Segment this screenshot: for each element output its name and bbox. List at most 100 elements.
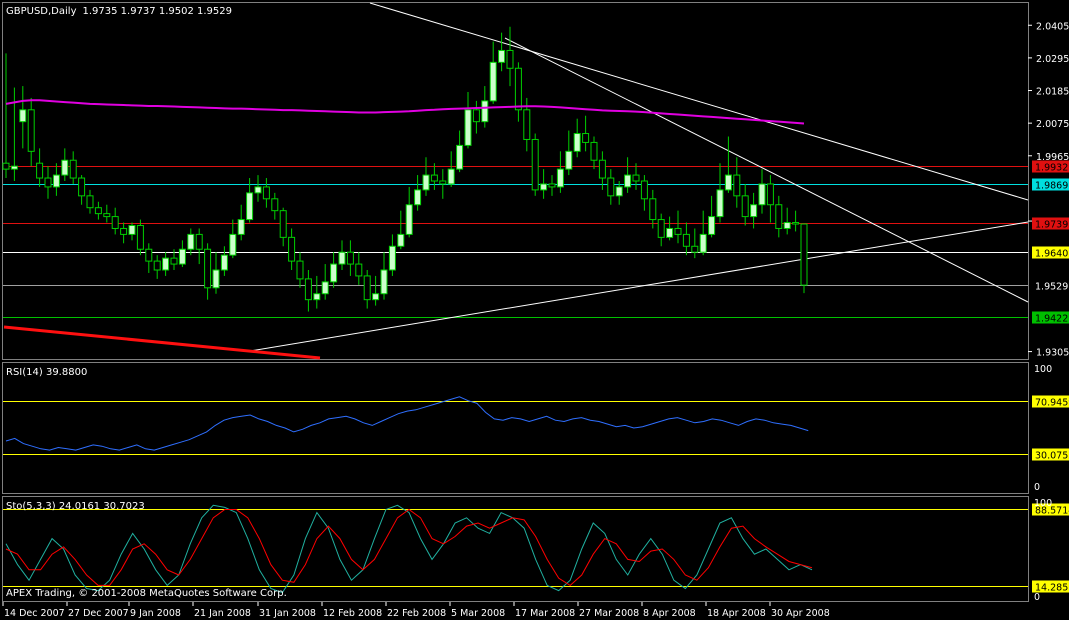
candle-bear (682, 233, 690, 247)
candle-bull (464, 109, 472, 146)
level-price-labels: 1.9932 1.9869 1.9739 1.9640 1.9529 1.9422 (1032, 160, 1069, 325)
candle-bear (346, 251, 354, 265)
candle-bear (44, 177, 52, 188)
candle-bull (724, 174, 732, 191)
candle-bear (800, 223, 808, 286)
date-axis: 14 Dec 2007 27 Dec 2007 9 Jan 2008 21 Jan 2… (2, 602, 830, 619)
candle-bull (405, 204, 413, 235)
rsi-level-label-bg (1032, 395, 1069, 408)
rsi-level-label: 70.9459 (1035, 398, 1069, 409)
candle-bull (456, 144, 464, 170)
candle-bull (10, 165, 18, 170)
rsi-level-label: 30.0752 (1035, 451, 1069, 462)
candle-bear (582, 133, 590, 143)
candle-bear (136, 225, 144, 250)
candle-bull (220, 254, 228, 271)
candle-bear (640, 180, 648, 200)
candle-bear (120, 227, 128, 235)
candle-bull (489, 61, 497, 102)
level-label: 1.9932 (1035, 163, 1068, 174)
candle-bull (229, 233, 237, 256)
candle-bull (52, 174, 60, 188)
candle-bull (388, 245, 396, 271)
date-tick-label: 27 Mar 2008 (579, 608, 639, 619)
date-tick-label: 9 Jan 2008 (130, 608, 181, 619)
date-tick-label: 27 Dec 2007 (68, 608, 129, 619)
candle-bull (397, 233, 405, 247)
level-label-bg (1032, 160, 1069, 173)
candle-bear (103, 213, 111, 218)
horizontal-levels[interactable] (3, 166, 1028, 318)
rsi-tick-0: 0 (1034, 482, 1040, 493)
level-label-bg (1032, 246, 1069, 259)
candle-bull (178, 248, 186, 265)
candle-bull (187, 233, 195, 250)
moving-average-line (5, 99, 805, 125)
stoch-title: Sto(5,3,3) 24.0161 30.7023 (6, 501, 145, 512)
candle-bull (254, 186, 262, 194)
candle-bear (607, 177, 615, 197)
candle-bear (279, 210, 287, 238)
candle-bull (758, 183, 766, 206)
candle-bull (666, 227, 674, 238)
candle-bear (204, 248, 212, 289)
candle-bear (94, 207, 102, 215)
candle-bear (2, 162, 10, 170)
candle-bull (556, 168, 564, 188)
date-tick-label: 21 Jan 2008 (194, 608, 251, 619)
candle-bear (506, 49, 514, 69)
candle-bull (330, 263, 338, 283)
candle-bull (481, 100, 489, 123)
candle-bear (548, 183, 556, 188)
trendline-mid[interactable] (504, 37, 1029, 303)
candle-bear (27, 109, 35, 152)
date-tick-label: 8 Apr 2008 (643, 608, 696, 619)
stoch-pane-frame (2, 496, 1029, 602)
candle-bear (439, 180, 447, 185)
price-tick-label: 2.0405 (1036, 21, 1069, 32)
date-tick-label: 22 Feb 2008 (387, 608, 446, 619)
price-tick-label: 2.0075 (1036, 119, 1069, 130)
trendline-upper[interactable] (369, 2, 1029, 201)
candle-bull (447, 168, 455, 185)
candle-bear (691, 245, 699, 253)
candle-bear (111, 216, 119, 229)
candle-bull (750, 204, 758, 218)
candle-bull (321, 281, 329, 295)
date-tick-label: 17 Mar 2008 (515, 608, 575, 619)
level-label: 1.9529 (1035, 282, 1068, 293)
candle-bear (657, 219, 665, 238)
stoch-level-label-bg (1032, 503, 1069, 516)
candle-bull (565, 150, 573, 170)
trendline-support[interactable] (249, 221, 1029, 352)
stoch-levels: 88.5714 14.2857 (3, 503, 1069, 594)
candle-bear (363, 275, 371, 301)
candle-bear (766, 183, 774, 206)
rsi-level-label-bg (1032, 448, 1069, 461)
date-tick-label: 14 Dec 2007 (4, 608, 65, 619)
level-label-bg (1032, 178, 1069, 191)
stoch-tick-100: 100 (1034, 498, 1052, 509)
price-tick-label: 2.0295 (1036, 54, 1069, 65)
rsi-title: RSI(14) 39.8800 (6, 367, 87, 378)
rsi-line (5, 396, 809, 451)
level-label: 1.9869 (1035, 181, 1068, 192)
stoch-level-label: 88.5714 (1035, 506, 1069, 517)
candle-bear (36, 162, 44, 179)
candle-bull (237, 219, 245, 235)
candle-bear (514, 67, 522, 111)
trendlines[interactable] (3, 2, 1029, 360)
candle-bear (632, 174, 640, 182)
rsi-tick-100: 100 (1034, 364, 1052, 375)
candle-bull (615, 186, 623, 197)
level-label-bg (1032, 311, 1069, 324)
rsi-levels: 70.9459 30.0752 (3, 395, 1069, 462)
candle-bear (674, 227, 682, 235)
candle-bear (304, 278, 312, 301)
level-label-bg (1032, 279, 1069, 292)
level-label: 1.9739 (1035, 220, 1068, 231)
candle-bear (262, 186, 270, 200)
candle-bear (145, 248, 153, 262)
trendline-red[interactable] (3, 325, 321, 360)
